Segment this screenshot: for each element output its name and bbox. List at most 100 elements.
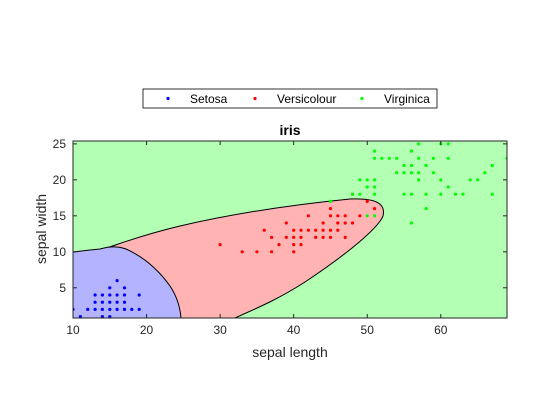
point-versicolour-22 [321,221,325,225]
point-versicolour-26 [328,207,333,211]
legend-label-versicolour: Versicolour [277,92,336,106]
point-versicolour-25 [328,214,333,218]
point-setosa-2 [86,307,90,311]
point-virginica-16 [395,156,399,160]
point-virginica-23 [409,163,413,168]
point-setosa-15 [115,307,119,311]
point-virginica-3 [358,178,362,182]
point-versicolour-9 [292,250,296,254]
point-setosa-14 [108,286,112,290]
point-versicolour-3 [262,228,266,232]
point-virginica-7 [373,214,377,218]
point-setosa-4 [93,300,97,304]
point-virginica-35 [446,156,450,160]
point-setosa-16 [115,300,119,304]
point-versicolour-20 [321,235,325,239]
point-virginica-39 [468,178,472,182]
y-axis-ticks: 5 10 15 20 25 [53,137,507,295]
point-virginica-13 [380,156,384,160]
point-setosa-19 [122,307,127,311]
point-virginica-27 [417,142,421,146]
point-setosa-12 [108,300,112,304]
data-points [73,142,507,318]
point-virginica-2 [358,192,362,196]
point-virginica-21 [409,192,413,196]
y-tick-label-10: 10 [53,245,67,259]
point-versicolour-24 [328,228,333,232]
chart-title: iris [279,122,300,138]
point-versicolour-37 [373,207,377,211]
point-versicolour-8 [284,221,288,225]
point-virginica-46 [439,178,443,182]
point-virginica-40 [476,178,480,182]
point-virginica-34 [446,185,450,189]
point-versicolour-0 [218,243,222,247]
point-versicolour-33 [350,221,355,225]
point-versicolour-16 [306,228,310,232]
point-virginica-17 [402,192,406,196]
point-virginica-15 [395,171,399,175]
y-tick-label-25: 25 [53,137,67,151]
point-virginica-28 [424,192,428,196]
legend-marker-versicolour [253,96,257,101]
point-versicolour-17 [306,214,310,218]
point-setosa-18 [115,279,119,283]
point-setosa-1 [78,315,82,318]
point-versicolour-29 [336,214,340,218]
point-setosa-6 [100,315,104,318]
point-versicolour-6 [277,243,281,247]
point-virginica-18 [402,171,406,175]
point-virginica-4 [365,214,369,218]
point-setosa-17 [115,293,119,297]
point-virginica-8 [373,192,377,196]
point-versicolour-27 [336,228,340,232]
point-versicolour-4 [270,250,274,254]
axes-box [72,140,508,319]
point-virginica-12 [373,149,377,153]
point-virginica-43 [490,163,494,168]
legend-label-setosa: Setosa [190,92,228,106]
point-versicolour-1 [240,250,244,254]
decision-regions [73,141,507,318]
point-setosa-25 [137,293,141,297]
point-virginica-11 [373,156,377,160]
point-virginica-22 [409,171,413,175]
point-virginica-41 [483,171,487,175]
point-setosa-9 [100,293,104,297]
point-setosa-22 [122,286,127,290]
point-virginica-37 [453,192,458,196]
point-virginica-1 [350,192,355,196]
point-versicolour-7 [284,235,288,239]
x-tick-label-20: 20 [140,323,154,337]
point-versicolour-30 [343,235,347,239]
y-tick-label-20: 20 [53,173,67,187]
point-setosa-5 [93,293,97,297]
point-versicolour-18 [314,235,318,239]
point-virginica-47 [417,178,421,182]
point-versicolour-14 [299,235,303,239]
point-setosa-7 [100,307,104,311]
point-virginica-36 [446,142,450,146]
point-setosa-13 [108,293,112,297]
y-axis-label: sepal width [33,194,49,264]
point-versicolour-32 [343,214,347,218]
legend-marker-setosa [166,96,170,101]
point-virginica-45 [424,207,428,211]
point-versicolour-10 [292,243,296,247]
point-virginica-32 [439,192,443,196]
point-setosa-11 [108,307,112,311]
point-virginica-19 [402,163,406,168]
legend: Setosa Versicolour Virginica [142,88,438,109]
point-virginica-30 [431,171,435,175]
point-virginica-31 [431,156,435,160]
point-versicolour-15 [299,228,303,232]
point-versicolour-2 [255,250,259,254]
point-setosa-23 [130,307,134,311]
point-versicolour-23 [328,235,333,239]
point-virginica-0 [328,199,333,203]
legend-marker-virginica [360,96,364,101]
point-versicolour-12 [292,228,296,232]
point-setosa-8 [100,300,104,304]
point-versicolour-5 [270,235,274,239]
